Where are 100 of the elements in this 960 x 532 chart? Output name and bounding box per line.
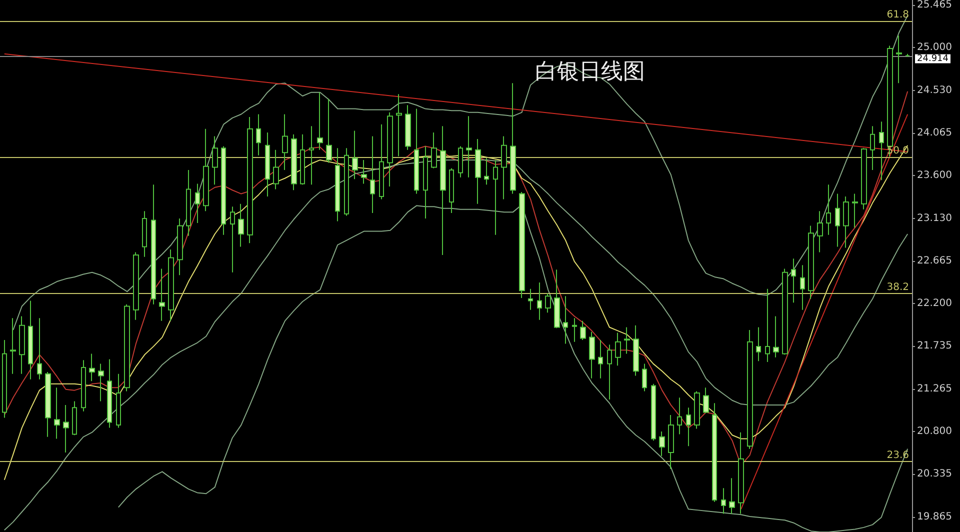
candlestick [291,134,297,191]
candlestick [326,98,332,164]
candlestick [63,404,69,453]
candlestick [466,116,472,178]
y-tick-label: 22.665 [917,255,952,266]
candlestick [124,304,130,392]
candlestick [98,363,104,402]
candlestick [843,196,849,248]
candlestick [238,203,244,248]
candlestick [545,292,551,314]
candlestick [721,488,726,514]
candlestick [282,114,288,171]
candlestick [642,363,647,392]
candlestick [89,353,95,382]
candlestick [344,148,349,216]
candlestick [896,35,902,84]
candlestick [765,288,770,362]
candlestick [563,296,568,344]
candlestick [659,430,665,457]
candlestick [598,340,603,379]
candlestick [519,191,525,298]
annotation: 38.2 [886,282,909,293]
candlestick [265,132,270,198]
candlestick [423,146,428,219]
candlestick [449,168,454,214]
candlestick [195,183,200,224]
candlestick [651,383,656,442]
candlestick [72,400,77,436]
candlestick [133,252,139,320]
candlestick [817,210,823,253]
ref-line-label: 24.914 [917,54,949,64]
candlestick [19,316,25,374]
candlestick [870,126,875,171]
candlestick [852,193,858,228]
candlestick [773,316,779,358]
candlestick [107,358,112,428]
candlestick [203,128,209,212]
candlestick [501,136,507,200]
candlestick [317,92,323,150]
candlestick [493,159,498,236]
candlestick [256,114,261,156]
candlestick [186,170,191,236]
candlestick [668,414,674,470]
candlestick [572,318,577,342]
candlestick [177,218,183,276]
candlestick [2,340,7,418]
candlestick [484,158,489,186]
candlestick [510,82,516,194]
y-tick-label: 23.600 [917,170,952,182]
candlestick [273,149,279,190]
candlestick [624,326,630,354]
candlestick [826,184,831,236]
candlestick [528,288,533,310]
candlestick [703,387,709,414]
candlestick [370,136,375,214]
candlestick [905,53,910,58]
candlestick [607,344,612,400]
candlestick [168,249,174,322]
candlestick [554,269,560,329]
candlestick [405,104,411,150]
y-tick-label: 25.465 [917,0,952,11]
y-tick-label: 25.000 [917,42,952,54]
candlestick [159,268,165,322]
candlestick [335,148,340,222]
candlestick [414,108,419,194]
candlestick [808,225,814,300]
candlestick [440,126,446,256]
candlestick [247,116,253,244]
candlestick [221,146,226,236]
candlestick [81,360,86,412]
candlestick [230,206,235,273]
candlestick [458,146,463,178]
candlestick [835,193,840,248]
line-series [118,204,908,532]
candlestick [589,331,595,379]
y-tick-label: 20.800 [917,426,952,437]
candlestick [800,264,805,310]
candlestick [633,324,639,376]
candlestick [116,373,121,428]
candlestick [879,121,884,181]
candlestick [694,390,700,430]
candlestick [747,329,753,450]
candlestick [738,432,744,514]
y-tick-label: 19.865 [917,511,952,522]
candlestick [300,134,305,186]
candlestick [580,320,586,341]
candlestick [54,387,60,440]
candlestick [352,130,358,180]
y-tick-label: 21.735 [917,340,952,352]
candlestick [686,407,691,447]
candlestick [791,258,796,304]
candlestick [782,268,788,356]
candlestick [615,332,621,366]
y-tick-label: 20.335 [917,468,952,480]
candlestick [677,397,682,435]
candlestick [309,126,314,186]
candlestick [475,138,481,204]
candlestick [756,326,761,362]
candlestick [431,132,437,169]
candlestick [212,136,218,186]
